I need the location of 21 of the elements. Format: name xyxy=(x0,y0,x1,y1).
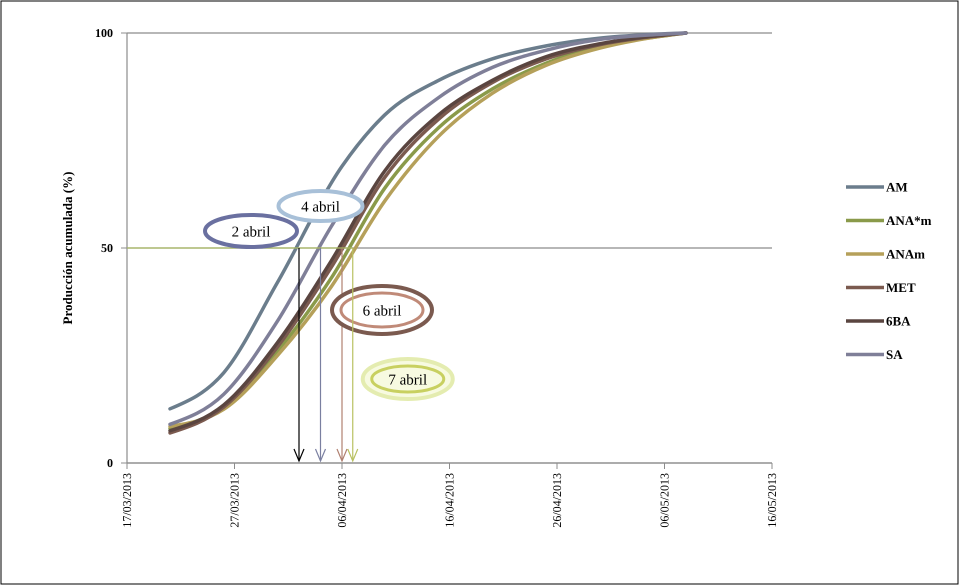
ref-line-label: 2 abril xyxy=(232,224,270,240)
legend-label: ANAm xyxy=(886,246,926,262)
legend-label: SA xyxy=(886,347,904,362)
x-tick-label: 27/03/2013 xyxy=(228,473,242,528)
legend-label: ANA*m xyxy=(886,213,932,228)
legend-label: AM xyxy=(886,180,908,195)
y-tick-label: 100 xyxy=(95,26,113,40)
x-tick-label: 06/04/2013 xyxy=(335,473,350,528)
y-axis-title: Producción acumulada (%) xyxy=(60,172,75,324)
y-tick-label: 0 xyxy=(107,456,113,470)
ref-line-label: 6 abril xyxy=(362,303,402,320)
x-tick-label: 16/05/2013 xyxy=(765,473,780,528)
x-tick-label: 06/05/2013 xyxy=(658,473,672,528)
legend-label: MET xyxy=(886,280,916,296)
x-tick-label: 17/03/2013 xyxy=(120,473,134,528)
ref-line-label: 4 abril xyxy=(301,199,340,216)
x-tick-label: 26/04/2013 xyxy=(550,473,564,528)
legend-label: 6BA xyxy=(886,314,912,329)
ref-line-label: 7 abril xyxy=(388,372,428,388)
x-tick-label: 16/04/2013 xyxy=(442,473,457,528)
y-tick-label: 50 xyxy=(101,241,113,256)
